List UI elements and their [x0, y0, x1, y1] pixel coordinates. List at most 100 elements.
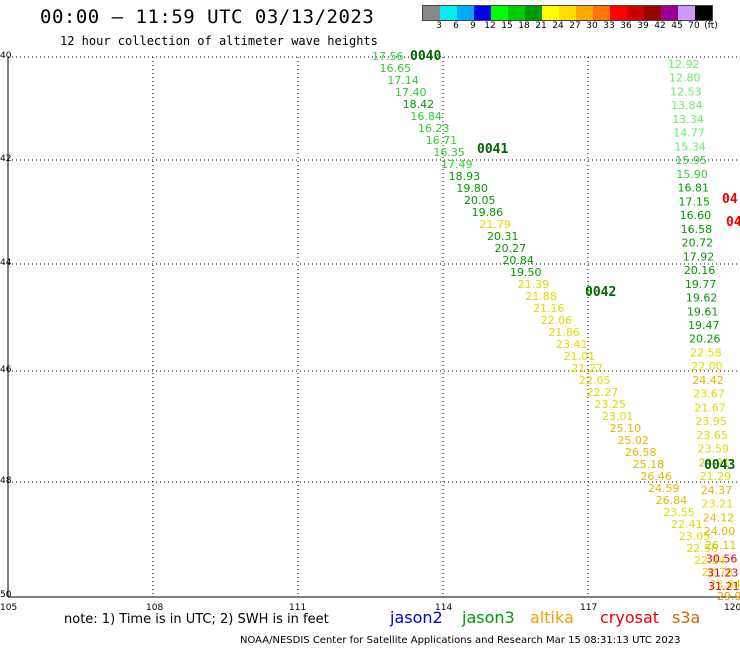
wave-height-value: 23.65: [696, 429, 728, 442]
wave-height-value: 23.95: [695, 415, 727, 428]
legend-label: 70: [688, 21, 700, 31]
wave-height-value: 23.25: [594, 398, 626, 411]
wave-height-value: 17.14: [387, 74, 419, 87]
legend-label: 18: [518, 21, 530, 31]
legend-swatch: [423, 6, 440, 20]
satellite-s3a: s3a: [672, 608, 701, 627]
wave-height-value: 22.78: [702, 566, 734, 579]
legend-swatch: [610, 6, 627, 20]
wave-height-value: 18.93: [449, 170, 481, 183]
legend-label: 36: [620, 21, 632, 31]
wave-height-value: 19.80: [456, 182, 488, 195]
legend-label: 15: [501, 21, 513, 31]
legend-label: 9: [470, 21, 476, 31]
lon-label-105: 105: [0, 603, 18, 613]
wave-height-value: 24.21: [699, 456, 731, 469]
wave-height-value: 19.77: [685, 278, 717, 291]
wave-height-value: 30.56: [706, 553, 738, 566]
lat-label-50: 50: [0, 590, 12, 600]
wave-height-value: 17.49: [441, 158, 473, 171]
wave-height-value: 24.59: [648, 482, 680, 495]
wave-height-value: 20.16: [684, 264, 716, 277]
wave-height-value: 23.41: [556, 338, 588, 351]
satellite-jason2: jason2: [390, 608, 443, 627]
wave-height-value: 22.56: [686, 542, 718, 555]
color-legend: [422, 5, 713, 21]
wave-height-value: 23.84: [709, 578, 740, 591]
wave-height-value: 23.67: [693, 388, 725, 401]
satellite-cryosat: cryosat: [600, 608, 660, 627]
wave-height-value: 16.81: [677, 182, 709, 195]
wave-height-value: 16.65: [380, 62, 412, 75]
wave-height-value: 19.61: [687, 305, 719, 318]
wave-height-value: 20.72: [682, 237, 714, 250]
wave-height-value: 21.01: [564, 350, 596, 363]
track-time-label: 04: [726, 215, 740, 230]
wave-height-value: 23.21: [702, 498, 734, 511]
wave-height-value: 20.84: [502, 254, 534, 267]
wave-height-value: 12.80: [669, 72, 701, 85]
lon-label-111: 111: [289, 603, 307, 613]
wave-height-value: 17.40: [395, 86, 427, 99]
wave-height-value: 21.79: [479, 218, 511, 231]
satellite-jason3: jason3: [462, 608, 515, 627]
wave-height-value: 19.47: [688, 319, 720, 332]
wave-height-value: 20.26: [689, 333, 721, 346]
wave-height-value: 24.42: [692, 374, 724, 387]
wave-height-value: 16.60: [680, 209, 712, 222]
wave-height-value: 22.27: [587, 386, 619, 399]
satellite-altika: altika: [530, 608, 574, 627]
lon-label-114: 114: [435, 603, 453, 613]
legend-label: 6: [453, 21, 459, 31]
wave-height-value: 23.59: [697, 443, 729, 456]
wave-height-value: 22.84: [694, 554, 726, 567]
wave-height-value: 12.92: [668, 58, 700, 71]
legend-label: 30: [586, 21, 598, 31]
track-west: 17.5616.6517.1417.4018.4216.8416.2316.71…: [372, 50, 740, 603]
legend-swatch: [440, 6, 457, 20]
wave-height-value: 17.92: [683, 250, 715, 263]
track-east: 12.9212.8012.5313.8413.3414.7715.3415.95…: [668, 58, 740, 593]
wave-height-value: 21.67: [694, 401, 726, 414]
wave-height-value: 21.29: [700, 470, 732, 483]
legend-swatch: [474, 6, 491, 20]
wave-height-value: 13.84: [671, 99, 703, 112]
lat-label-46: 46: [0, 365, 12, 375]
wave-height-value: 25.02: [617, 434, 649, 447]
map-grid: [7, 56, 740, 598]
wave-height-value: 20.05: [464, 194, 496, 207]
lon-label-117: 117: [580, 603, 598, 613]
lat-label-48: 48: [0, 476, 12, 486]
legend-swatch: [661, 6, 678, 20]
wave-height-value: 22.06: [541, 314, 573, 327]
wave-height-value: 14.77: [673, 127, 705, 140]
wave-height-value: 19.86: [472, 206, 504, 219]
legend-label: 42: [654, 21, 666, 31]
wave-height-value: 25.10: [610, 422, 642, 435]
track-time-label: 0040: [410, 49, 441, 64]
wave-height-value: 26.11: [705, 539, 737, 552]
lat-label-44: 44: [0, 258, 12, 268]
page-title: 00:00 – 11:59 UTC 03/13/2023: [40, 6, 375, 28]
wave-height-value: 16.84: [410, 110, 442, 123]
wave-height-value: 18.42: [403, 98, 435, 111]
legend-swatch: [678, 6, 695, 20]
wave-height-value: 31.23: [707, 566, 739, 579]
wave-height-value: 15.90: [676, 168, 708, 181]
wave-height-value: 16.23: [418, 122, 450, 135]
wave-height-value: 26.84: [656, 494, 688, 507]
legend-swatch: [576, 6, 593, 20]
wave-height-value: 29.95: [717, 590, 740, 603]
legend-label: (ft): [704, 21, 718, 31]
wave-height-value: 15.34: [674, 140, 706, 153]
wave-height-value: 22.05: [579, 374, 611, 387]
legend-swatch: [542, 6, 559, 20]
legend-label: 39: [637, 21, 649, 31]
legend-label: 33: [603, 21, 615, 31]
wave-height-value: 22.00: [691, 360, 723, 373]
legend-swatch: [644, 6, 661, 20]
wave-height-value: 24.12: [703, 511, 735, 524]
wave-height-value: 24.37: [701, 484, 733, 497]
wave-height-value: 20.27: [495, 242, 526, 255]
